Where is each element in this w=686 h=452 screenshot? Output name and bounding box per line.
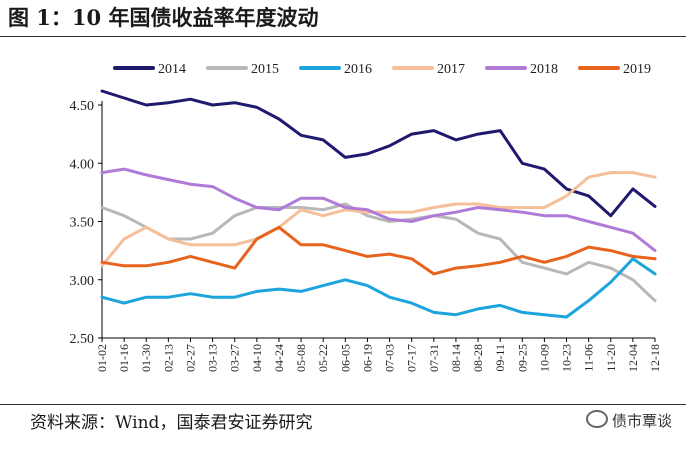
x-tick-label: 06-19 — [360, 344, 374, 372]
y-tick-label: 4.00 — [70, 157, 95, 172]
x-tick-label: 09-25 — [515, 344, 529, 372]
x-tick-label: 01-30 — [139, 344, 153, 372]
x-tick-label: 10-09 — [537, 344, 551, 372]
legend-label-2016: 2016 — [344, 62, 372, 77]
legend-label-2018: 2018 — [530, 62, 558, 77]
series-line-2015 — [100, 202, 657, 303]
x-tick-label: 05-22 — [316, 344, 330, 372]
figure-title: 图 1：10 年国债收益率年度波动 — [8, 5, 319, 30]
y-tick-label: 3.50 — [70, 216, 95, 231]
legend-label-2015: 2015 — [251, 62, 279, 77]
legend-label-2017: 2017 — [437, 62, 465, 77]
series-line-2017 — [100, 171, 657, 268]
x-tick-label: 10-23 — [560, 344, 574, 372]
x-tick-label: 08-14 — [449, 344, 463, 372]
x-tick-label: 08-28 — [471, 344, 485, 372]
x-tick-label: 04-24 — [272, 344, 286, 372]
brand-name: 债市覃谈 — [611, 412, 672, 430]
title-rule — [0, 36, 686, 37]
source-note: 资料来源：Wind，国泰君安证券研究 — [30, 413, 313, 433]
x-tick-label: 02-13 — [161, 344, 175, 372]
series-line-2019 — [100, 225, 657, 276]
x-tick-label: 06-05 — [338, 344, 352, 372]
line-chart: 2014 2015 2016 2017 2018 2019 2.50 3.00 3.50 4.0… — [70, 62, 663, 372]
x-tick-label: 11-06 — [582, 344, 596, 372]
x-tick-label: 12-04 — [626, 344, 640, 372]
brand-mark: 债市覃谈 — [585, 410, 672, 431]
x-tick-label: 02-27 — [183, 344, 197, 372]
x-tick-label: 09-11 — [493, 344, 507, 372]
x-tick-label: 01-02 — [95, 344, 109, 372]
series-line-2016 — [100, 257, 657, 319]
x-tick-label: 07-03 — [383, 344, 397, 372]
x-axis: 01-02 01-16 01-30 02-13 02-27 03-13 03-27 04-10… — [95, 337, 662, 372]
x-tick-label: 03-27 — [228, 344, 242, 372]
x-tick-label: 04-10 — [250, 344, 264, 372]
x-tick-label: 05-08 — [294, 344, 308, 372]
series-line-2018 — [100, 167, 657, 253]
x-tick-label: 12-18 — [648, 344, 662, 372]
source-rule — [0, 404, 686, 405]
y-tick-label: 3.00 — [70, 274, 95, 289]
series-lines — [100, 89, 657, 319]
legend-label-2019: 2019 — [623, 62, 651, 77]
x-tick-label: 03-13 — [206, 344, 220, 372]
series-line-2014 — [100, 89, 657, 218]
chart-legend: 2014 2015 2016 2017 2018 2019 — [113, 62, 651, 77]
x-tick-label: 07-31 — [427, 344, 441, 372]
x-tick-label: 01-16 — [117, 344, 131, 372]
y-tick-label: 4.50 — [70, 99, 95, 114]
wechat-icon — [585, 410, 608, 428]
x-tick-label: 11-20 — [604, 344, 618, 372]
y-axis: 2.50 3.00 3.50 4.00 4.50 — [70, 99, 103, 347]
x-tick-label: 07-17 — [405, 344, 419, 372]
legend-label-2014: 2014 — [158, 62, 186, 77]
y-tick-label: 2.50 — [70, 332, 95, 347]
